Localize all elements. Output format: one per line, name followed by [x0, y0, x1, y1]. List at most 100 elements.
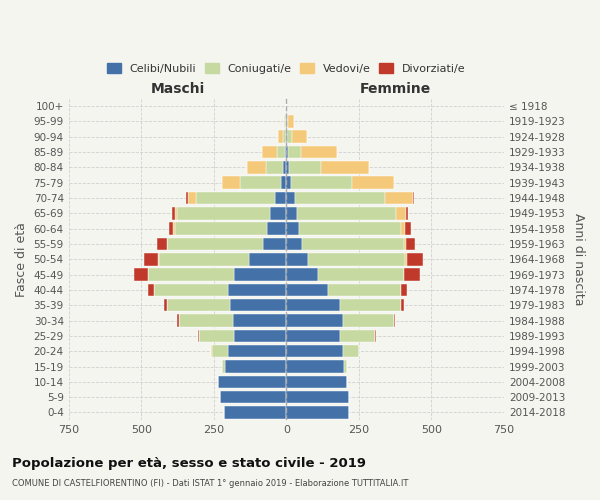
Bar — [405, 253, 407, 266]
Bar — [277, 146, 285, 158]
Bar — [385, 192, 413, 204]
Bar — [286, 299, 340, 312]
Bar — [286, 360, 344, 373]
Bar — [221, 176, 241, 189]
Bar — [218, 376, 286, 388]
Bar — [148, 268, 234, 281]
Y-axis label: Fasce di età: Fasce di età — [15, 222, 28, 296]
Bar — [262, 146, 277, 158]
Legend: Celibi/Nubili, Coniugati/e, Vedovi/e, Divorziati/e: Celibi/Nubili, Coniugati/e, Vedovi/e, Di… — [103, 59, 470, 78]
Bar — [289, 161, 321, 173]
Bar — [286, 330, 340, 342]
Bar — [157, 238, 167, 250]
Bar — [134, 268, 148, 281]
Bar — [175, 222, 268, 235]
Bar — [247, 161, 266, 173]
Bar — [286, 284, 328, 296]
Bar — [196, 192, 275, 204]
Bar — [148, 284, 154, 296]
Bar — [286, 406, 349, 419]
Bar — [266, 161, 283, 173]
Bar — [285, 146, 286, 158]
Bar — [407, 253, 422, 266]
Bar — [234, 330, 286, 342]
Bar — [401, 284, 407, 296]
Bar — [188, 192, 196, 204]
Bar — [290, 176, 352, 189]
Bar — [173, 222, 175, 235]
Bar — [406, 238, 415, 250]
Bar — [284, 115, 285, 128]
Text: Maschi: Maschi — [151, 82, 205, 96]
Bar — [343, 345, 359, 358]
Bar — [286, 161, 289, 173]
Bar — [286, 314, 343, 327]
Bar — [275, 192, 286, 204]
Bar — [164, 299, 167, 312]
Bar — [404, 238, 406, 250]
Bar — [268, 222, 286, 235]
Bar — [281, 176, 286, 189]
Bar — [212, 345, 228, 358]
Bar — [248, 253, 286, 266]
Bar — [302, 238, 404, 250]
Bar — [295, 192, 385, 204]
Bar — [286, 253, 308, 266]
Bar — [226, 360, 286, 373]
Bar — [199, 330, 234, 342]
Bar — [271, 207, 286, 220]
Bar — [285, 115, 286, 128]
Bar — [233, 314, 286, 327]
Bar — [228, 345, 286, 358]
Bar — [318, 268, 404, 281]
Bar — [401, 299, 404, 312]
Bar — [175, 207, 178, 220]
Bar — [234, 268, 286, 281]
Bar — [301, 146, 337, 158]
Bar — [286, 176, 290, 189]
Bar — [299, 222, 401, 235]
Bar — [286, 192, 295, 204]
Bar — [340, 299, 401, 312]
Bar — [288, 146, 301, 158]
Bar — [328, 284, 401, 296]
Bar — [287, 130, 292, 143]
Bar — [396, 207, 406, 220]
Bar — [222, 360, 226, 373]
Bar — [405, 222, 411, 235]
Bar — [401, 222, 405, 235]
Bar — [340, 330, 375, 342]
Bar — [230, 299, 286, 312]
Bar — [172, 207, 175, 220]
Bar — [263, 238, 286, 250]
Bar — [283, 161, 286, 173]
Bar — [286, 238, 302, 250]
Bar — [283, 130, 286, 143]
Text: COMUNE DI CASTELFIORENTINO (FI) - Dati ISTAT 1° gennaio 2019 - Elaborazione TUTT: COMUNE DI CASTELFIORENTINO (FI) - Dati I… — [12, 479, 409, 488]
Bar — [154, 284, 228, 296]
Bar — [167, 238, 263, 250]
Bar — [287, 115, 289, 128]
Bar — [404, 268, 421, 281]
Bar — [211, 345, 212, 358]
Bar — [292, 130, 307, 143]
Bar — [286, 376, 347, 388]
Bar — [186, 192, 188, 204]
Bar — [286, 391, 349, 404]
Bar — [220, 391, 286, 404]
Y-axis label: Anni di nascita: Anni di nascita — [572, 213, 585, 306]
Bar — [178, 314, 179, 327]
Bar — [158, 253, 248, 266]
Bar — [178, 207, 271, 220]
Bar — [286, 146, 288, 158]
Bar — [289, 115, 294, 128]
Bar — [344, 360, 347, 373]
Bar — [241, 176, 281, 189]
Bar — [286, 222, 299, 235]
Bar — [352, 176, 394, 189]
Bar — [394, 314, 395, 327]
Bar — [375, 330, 376, 342]
Bar — [278, 130, 283, 143]
Bar — [321, 161, 369, 173]
Bar — [298, 207, 396, 220]
